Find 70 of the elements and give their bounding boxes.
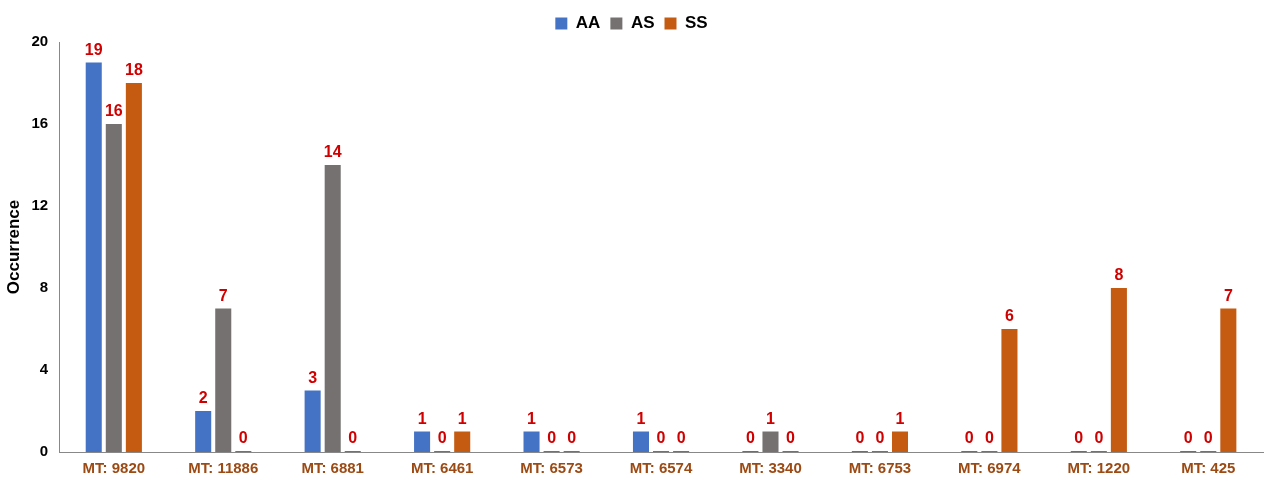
- data-label: 6: [1004, 307, 1014, 325]
- data-label: 0: [786, 429, 796, 447]
- bar: [195, 411, 212, 452]
- data-label: 18: [124, 61, 143, 79]
- data-label: 1: [766, 409, 776, 427]
- data-label: 0: [437, 429, 447, 447]
- y-tick-label: 12: [31, 196, 49, 214]
- x-tick-label: MT: 6753: [848, 459, 912, 477]
- data-label: 0: [547, 429, 557, 447]
- y-axis-title: Occurrence: [3, 199, 23, 295]
- data-label: 0: [1074, 429, 1084, 447]
- data-label: 0: [1094, 429, 1104, 447]
- data-label: 0: [875, 429, 885, 447]
- y-tick-label: 16: [31, 114, 49, 132]
- bar: [414, 431, 431, 452]
- x-tick-label: MT: 3340: [739, 459, 802, 477]
- y-tick-label: 0: [39, 442, 49, 460]
- data-label: 0: [656, 429, 666, 447]
- x-tick-label: MT: 6461: [410, 459, 474, 477]
- data-label: 1: [527, 409, 537, 427]
- x-tick-label: MT: 6881: [301, 459, 364, 477]
- data-label: 14: [323, 143, 342, 161]
- x-tick-label: MT: 9820: [82, 459, 146, 477]
- bar: [215, 308, 232, 452]
- data-label: 7: [1223, 286, 1233, 304]
- bar: [1110, 288, 1127, 452]
- bar: [762, 431, 779, 452]
- y-tick-label: 8: [39, 278, 49, 296]
- legend-label: AA: [575, 13, 601, 33]
- data-label: 2: [198, 389, 208, 407]
- data-label: 1: [895, 409, 905, 427]
- x-tick-label: MT: 6574: [629, 459, 693, 477]
- data-label: 0: [964, 429, 974, 447]
- x-tick-label: MT: 6974: [958, 459, 1022, 477]
- bar: [891, 431, 909, 452]
- data-label: 0: [348, 429, 358, 447]
- data-label: 0: [984, 429, 994, 447]
- y-tick-label: 20: [31, 32, 49, 50]
- bar: [632, 431, 649, 452]
- x-tick-label: MT: 11886: [188, 459, 259, 477]
- x-tick-label: MT: 1220: [1067, 459, 1131, 477]
- y-tick-label: 4: [39, 360, 49, 378]
- data-label: 1: [636, 409, 646, 427]
- data-label: 19: [84, 40, 103, 58]
- data-label: 0: [745, 429, 755, 447]
- bar: [523, 431, 540, 452]
- data-label: 0: [567, 429, 577, 447]
- bar: [1001, 329, 1018, 452]
- data-label: 7: [218, 286, 228, 304]
- data-label: 0: [1183, 429, 1193, 447]
- bar: [324, 165, 341, 452]
- data-label: 0: [238, 429, 248, 447]
- bar: [304, 390, 321, 452]
- data-label: 0: [676, 429, 686, 447]
- data-label: 0: [1203, 429, 1213, 447]
- legend-label: AS: [630, 13, 655, 33]
- data-label: 16: [104, 102, 123, 120]
- bar: [1220, 308, 1237, 452]
- x-tick-label: MT: 6573: [520, 459, 583, 477]
- bar: [454, 431, 471, 452]
- data-label: 1: [417, 409, 427, 427]
- bar: [105, 124, 122, 452]
- data-label: 0: [855, 429, 865, 447]
- data-label: 1: [457, 409, 467, 427]
- bar: [85, 62, 102, 452]
- data-label: 8: [1114, 266, 1124, 284]
- legend-label: SS: [685, 13, 708, 33]
- bar: [125, 83, 142, 452]
- x-tick-label: MT: 425: [1181, 459, 1236, 477]
- data-label: 3: [308, 368, 318, 386]
